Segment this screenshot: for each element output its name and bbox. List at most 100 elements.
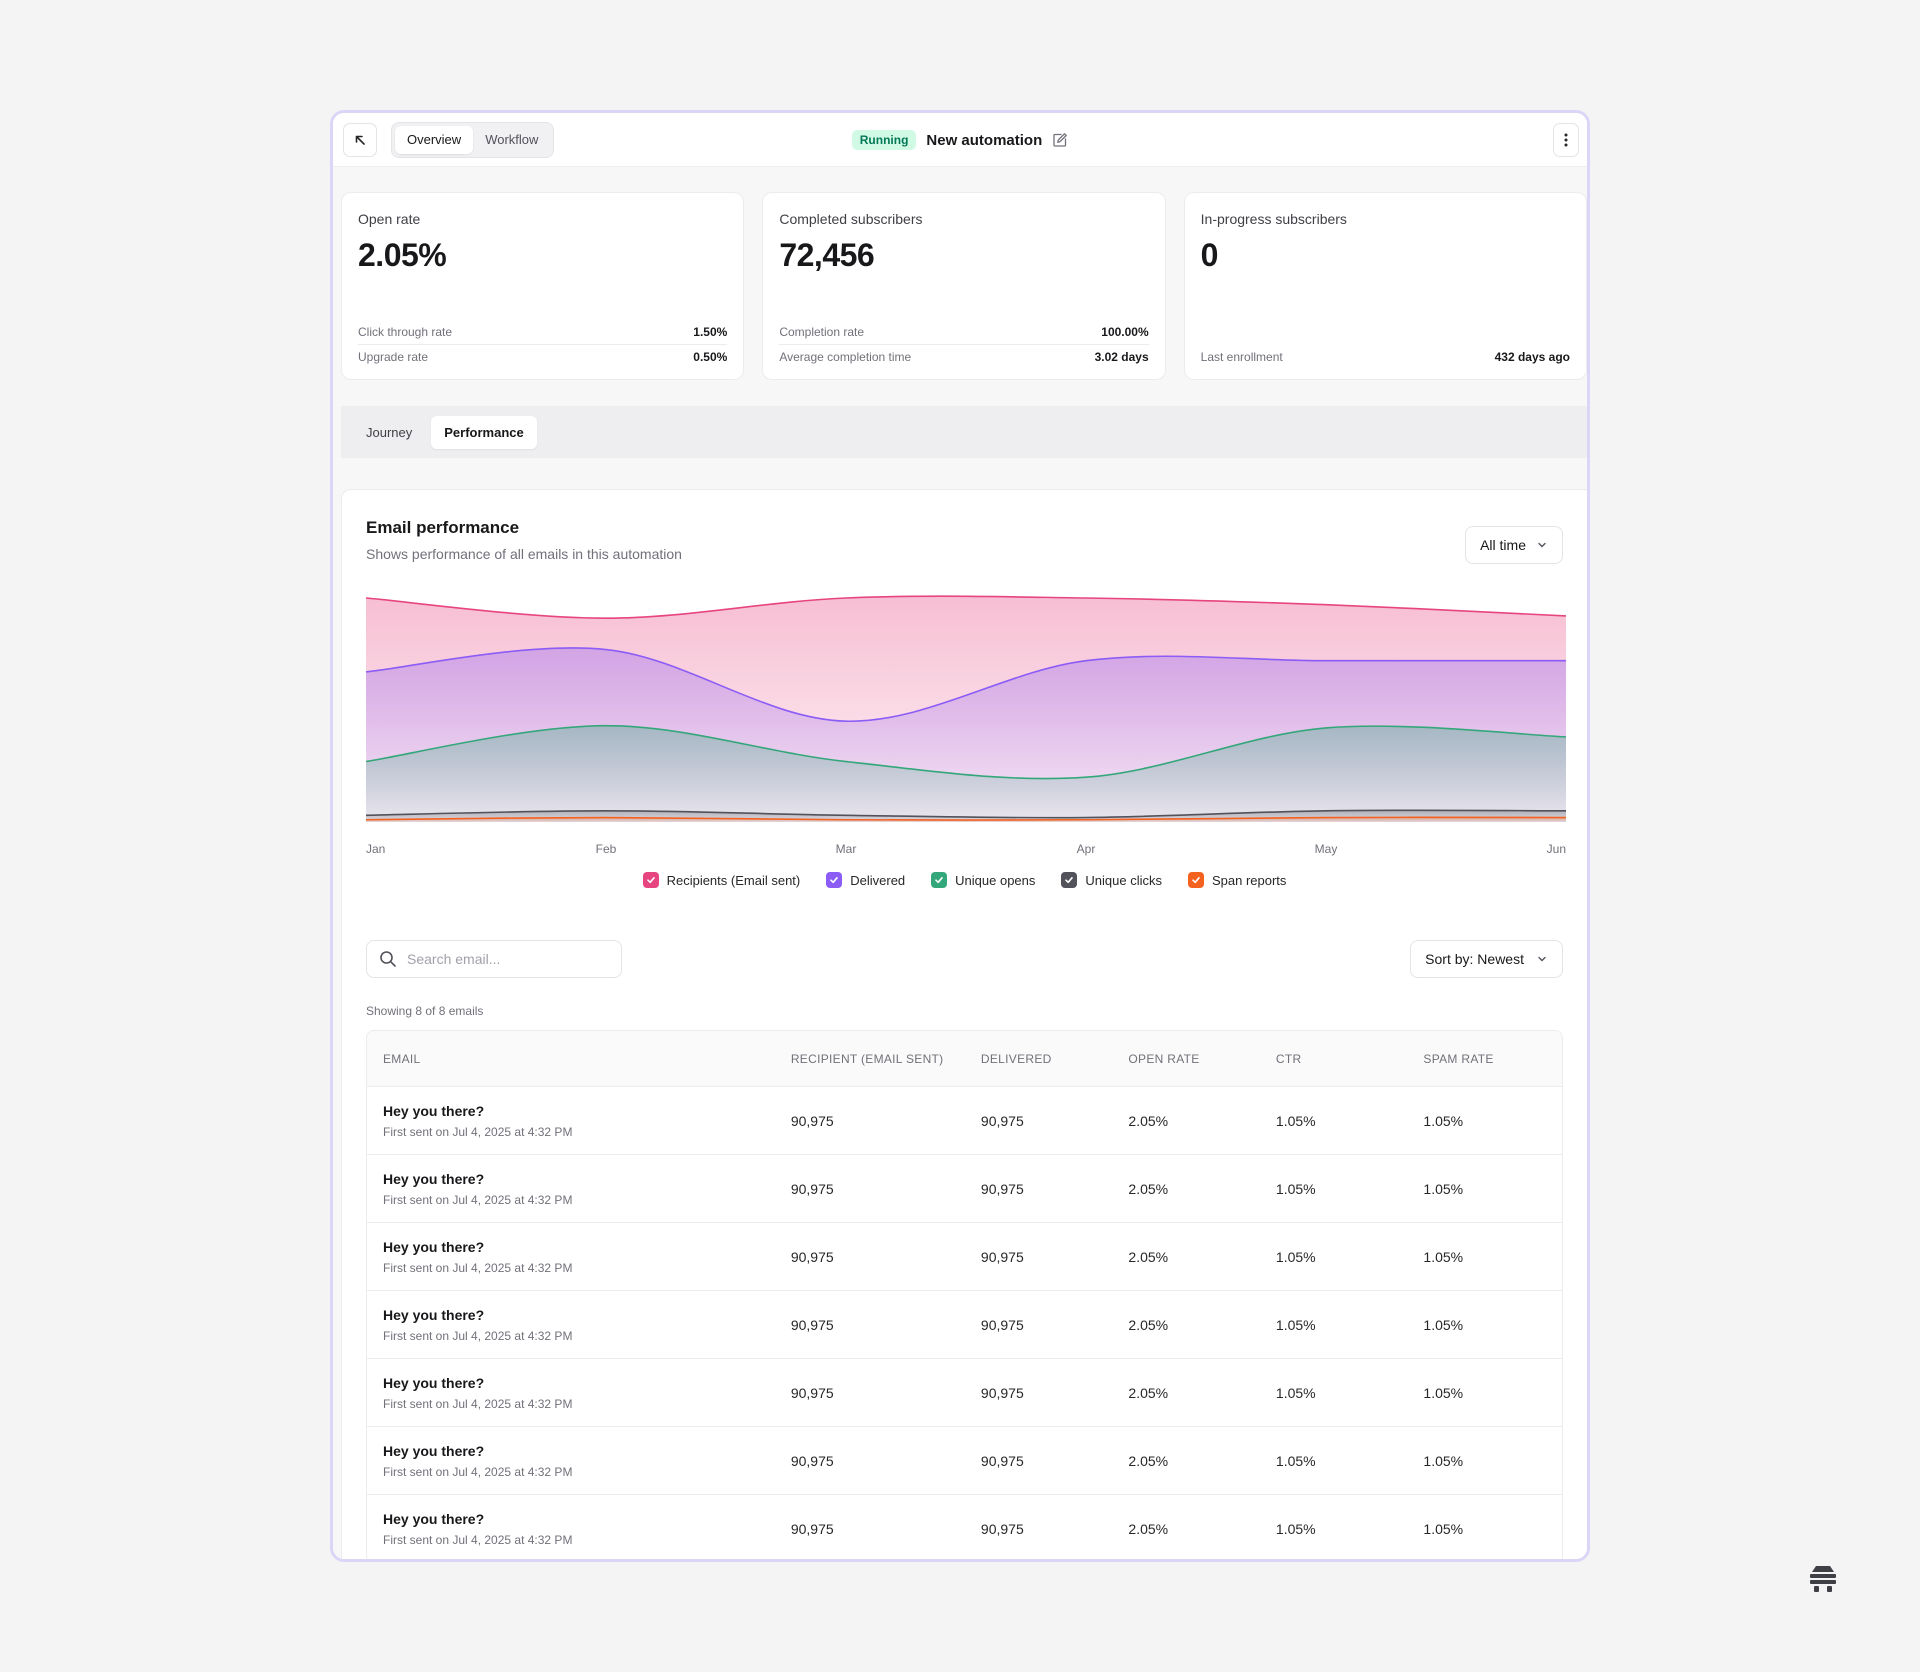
back-button[interactable] bbox=[343, 122, 377, 157]
metric-row: Upgrade rate 0.50% bbox=[358, 345, 727, 369]
open-rate-cell: 2.05% bbox=[1128, 1316, 1169, 1333]
search-input[interactable] bbox=[407, 951, 597, 967]
column-header-email[interactable]: EMAIL bbox=[383, 1051, 421, 1066]
email-cell: Hey you there? First sent on Jul 4, 2025 … bbox=[383, 1375, 791, 1411]
legend-item[interactable]: Unique opens bbox=[931, 872, 1035, 888]
table-row[interactable]: Hey you there? First sent on Jul 4, 2025 … bbox=[367, 1427, 1562, 1495]
email-cell: Hey you there? First sent on Jul 4, 2025 … bbox=[383, 1239, 791, 1275]
open-rate-cell: 2.05% bbox=[1128, 1521, 1169, 1537]
series-line bbox=[366, 724, 1566, 780]
spam-rate-cell: 1.05% bbox=[1423, 1452, 1464, 1469]
column-header-recipients[interactable]: RECIPIENT (EMAIL SENT) bbox=[790, 1051, 944, 1066]
delivered-cell: 90,975 bbox=[980, 1384, 1024, 1401]
x-axis: Jan Feb Mar Apr May Jun bbox=[366, 842, 1566, 858]
x-tick-label: Jan bbox=[366, 842, 386, 856]
x-tick-label: May bbox=[1314, 842, 1338, 856]
metric-row-label: Upgrade rate bbox=[358, 350, 429, 364]
metric-row-label: Average completion time bbox=[779, 350, 912, 364]
checkbox-icon[interactable] bbox=[642, 872, 659, 888]
search-box[interactable] bbox=[366, 940, 622, 978]
series-line bbox=[366, 809, 1566, 819]
email-name[interactable]: Hey you there? bbox=[383, 1306, 485, 1323]
metric-row-value: 0.50% bbox=[693, 350, 728, 364]
metric-row: Average completion time 3.02 days bbox=[779, 345, 1148, 369]
tab-overview[interactable]: Overview bbox=[395, 125, 474, 154]
checkbox-icon[interactable] bbox=[931, 872, 948, 888]
metric-row: Last enrollment 432 days ago bbox=[1201, 345, 1570, 369]
ctr-cell: 1.05% bbox=[1275, 1112, 1316, 1129]
legend-item[interactable]: Unique clicks bbox=[1061, 872, 1162, 888]
metric-label: Open rate bbox=[358, 211, 421, 227]
email-name[interactable]: Hey you there? bbox=[383, 1102, 485, 1119]
legend-label: Unique opens bbox=[955, 872, 1036, 888]
legend-label: Recipients (Email sent) bbox=[666, 872, 801, 888]
column-header-open-rate[interactable]: OPEN RATE bbox=[1128, 1051, 1200, 1066]
recipients-cell: 90,975 bbox=[790, 1384, 834, 1401]
checkbox-icon[interactable] bbox=[826, 872, 843, 888]
metric-row-label: Last enrollment bbox=[1200, 350, 1283, 364]
column-header-delivered[interactable]: DELIVERED bbox=[980, 1051, 1052, 1066]
metric-row: Click through rate 1.50% bbox=[358, 320, 728, 345]
results-count: Showing 8 of 8 emails bbox=[366, 1004, 484, 1018]
legend-label: Span reports bbox=[1211, 872, 1287, 888]
ctr-cell: 1.05% bbox=[1275, 1248, 1316, 1265]
delivered-cell: 90,975 bbox=[980, 1452, 1024, 1469]
open-rate-cell: 2.05% bbox=[1128, 1112, 1169, 1129]
checkbox-icon[interactable] bbox=[1061, 872, 1078, 888]
time-range-select[interactable]: All time bbox=[1465, 526, 1563, 564]
tab-journey[interactable]: Journey bbox=[366, 424, 413, 440]
metric-value: 72,456 bbox=[779, 237, 875, 273]
legend-item[interactable]: Delivered bbox=[826, 872, 905, 888]
recipients-cell: 90,975 bbox=[790, 1248, 834, 1265]
metric-row-value: 1.50% bbox=[693, 325, 728, 339]
recipients-cell: 90,975 bbox=[790, 1112, 834, 1129]
table-row[interactable]: Hey you there? First sent on Jul 4, 2025 … bbox=[367, 1495, 1562, 1559]
page-title: New automation bbox=[926, 131, 1043, 149]
table-row[interactable]: Hey you there? First sent on Jul 4, 2025 … bbox=[367, 1359, 1562, 1427]
metric-row-value: 3.02 days bbox=[1094, 350, 1149, 364]
table-row[interactable]: Hey you there? First sent on Jul 4, 2025 … bbox=[367, 1087, 1562, 1155]
metric-row-value: 432 days ago bbox=[1494, 350, 1570, 364]
top-bar: Overview Workflow Running New automation bbox=[333, 113, 1587, 167]
email-name[interactable]: Hey you there? bbox=[383, 1442, 485, 1459]
x-tick-label: Apr bbox=[1076, 842, 1096, 856]
table-row[interactable]: Hey you there? First sent on Jul 4, 2025 … bbox=[367, 1223, 1562, 1291]
metric-row-label: Completion rate bbox=[779, 325, 865, 339]
table-row[interactable]: Hey you there? First sent on Jul 4, 2025 … bbox=[367, 1291, 1562, 1359]
delivered-cell: 90,975 bbox=[980, 1521, 1024, 1537]
pencil-icon[interactable] bbox=[1052, 132, 1068, 148]
x-tick-label: Jun bbox=[1546, 842, 1566, 856]
status-badge: Running bbox=[851, 130, 917, 150]
email-sent-date: First sent on Jul 4, 2025 at 4:32 PM bbox=[383, 1396, 573, 1411]
tab-workflow[interactable]: Workflow bbox=[485, 132, 539, 147]
delivered-cell: 90,975 bbox=[980, 1316, 1024, 1333]
metric-label: In-progress subscribers bbox=[1200, 211, 1347, 227]
column-header-ctr[interactable]: CTR bbox=[1275, 1051, 1302, 1066]
email-name[interactable]: Hey you there? bbox=[383, 1374, 485, 1391]
spam-rate-cell: 1.05% bbox=[1423, 1180, 1464, 1197]
column-header-spam-rate[interactable]: SPAM RATE bbox=[1423, 1051, 1494, 1066]
recipients-cell: 90,975 bbox=[790, 1180, 834, 1197]
series-line bbox=[366, 595, 1566, 619]
legend-item[interactable]: Span reports bbox=[1187, 872, 1287, 888]
ctr-cell: 1.05% bbox=[1275, 1384, 1316, 1401]
table-row[interactable]: Hey you there? First sent on Jul 4, 2025 … bbox=[367, 1155, 1562, 1223]
metric-row-value: 100.00% bbox=[1101, 325, 1149, 339]
email-name[interactable]: Hey you there? bbox=[383, 1170, 485, 1187]
sort-select[interactable]: Sort by: Newest bbox=[1410, 940, 1563, 978]
legend-item[interactable]: Recipients (Email sent) bbox=[642, 872, 801, 888]
more-options-button[interactable] bbox=[1553, 123, 1579, 157]
email-name[interactable]: Hey you there? bbox=[383, 1238, 485, 1255]
checkbox-icon[interactable] bbox=[1187, 872, 1204, 888]
series-line bbox=[366, 647, 1566, 723]
chart-legend: Recipients (Email sent) Delivered Unique o… bbox=[342, 872, 1587, 888]
chevron-down-icon bbox=[1538, 956, 1546, 962]
legend-label: Unique clicks bbox=[1085, 872, 1162, 888]
spam-rate-cell: 1.05% bbox=[1423, 1316, 1464, 1333]
email-name[interactable]: Hey you there? bbox=[383, 1511, 485, 1527]
spam-rate-cell: 1.05% bbox=[1423, 1248, 1464, 1265]
recipients-cell: 90,975 bbox=[790, 1452, 834, 1469]
tab-performance[interactable]: Performance bbox=[431, 415, 537, 449]
ctr-cell: 1.05% bbox=[1275, 1521, 1316, 1537]
recipients-cell: 90,975 bbox=[790, 1316, 834, 1333]
